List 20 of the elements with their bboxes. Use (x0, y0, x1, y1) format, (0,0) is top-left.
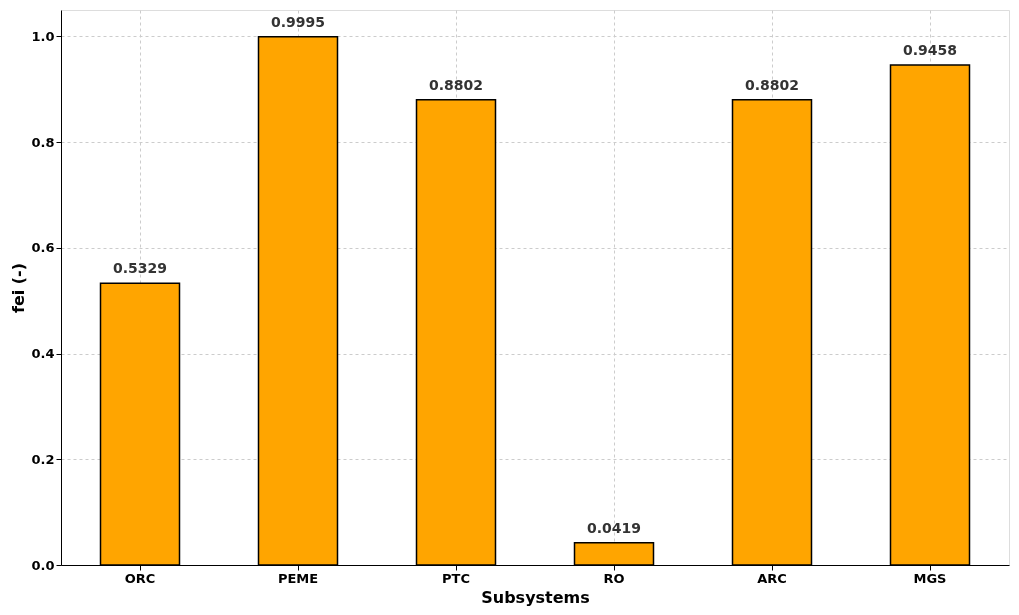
x-axis-title: Subsystems (481, 587, 590, 607)
data-label: 0.9995 (270, 13, 326, 30)
x-tick-label: ORC (124, 570, 156, 586)
data-label: 0.9458 (902, 42, 958, 59)
data-label: 0.5329 (112, 260, 168, 277)
x-tick-label: PTC (442, 570, 470, 586)
y-tick-label: 1.0 (31, 28, 55, 44)
y-axis-title: fei (-) (9, 262, 29, 314)
x-tick-label: ARC (757, 570, 787, 586)
data-label: 0.0419 (586, 519, 642, 536)
x-tick-label: MGS (913, 570, 947, 586)
y-tick-label: 0.4 (31, 346, 55, 362)
y-tick-label: 0.8 (31, 134, 55, 150)
x-tick-label: RO (603, 570, 625, 586)
data-label: 0.8802 (744, 76, 800, 93)
y-tick-label: 0.2 (31, 451, 55, 467)
y-tick-label: 0.6 (31, 240, 55, 256)
x-tick-label: PEME (277, 570, 319, 586)
data-label: 0.8802 (428, 76, 484, 93)
y-tick-label: 0.0 (31, 557, 55, 573)
